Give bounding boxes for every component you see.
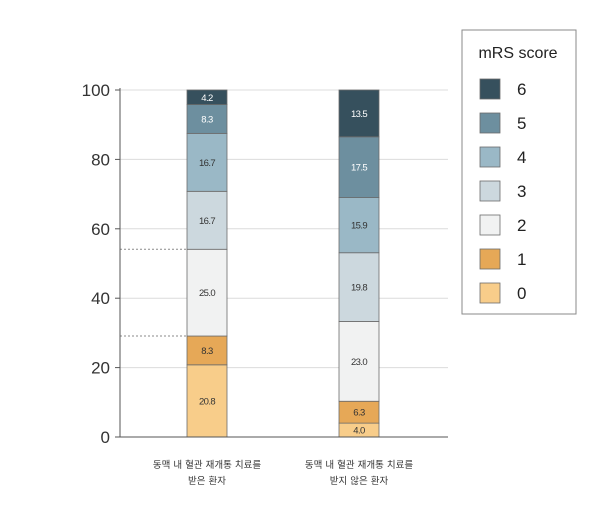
y-tick-label: 80 bbox=[91, 150, 110, 169]
legend-swatch bbox=[479, 180, 501, 202]
data-label: 19.8 bbox=[351, 283, 367, 294]
bar-segment bbox=[186, 190, 228, 250]
data-label: 16.7 bbox=[199, 158, 215, 169]
data-label: 16.7 bbox=[199, 216, 215, 227]
legend-swatch bbox=[479, 248, 501, 270]
category-label: 받은 환자 bbox=[188, 475, 226, 487]
bar-segment bbox=[186, 104, 228, 134]
y-tick-label: 20 bbox=[91, 359, 110, 378]
bar-segment bbox=[186, 364, 228, 438]
bar-segment bbox=[338, 197, 380, 254]
legend-swatch bbox=[479, 78, 501, 100]
legend: mRS score 6 5 4 3 2 1 0 bbox=[461, 29, 577, 315]
data-label: 15.9 bbox=[351, 221, 367, 232]
data-label: 4.2 bbox=[201, 93, 213, 104]
data-label: 17.5 bbox=[351, 163, 367, 174]
legend-title: mRS score bbox=[478, 45, 557, 62]
axes bbox=[119, 88, 448, 438]
legend-swatch bbox=[479, 214, 501, 236]
category-label: 받지 않은 환자 bbox=[330, 475, 389, 487]
data-label: 8.3 bbox=[201, 346, 213, 357]
legend-swatch bbox=[479, 112, 501, 134]
legend-swatch bbox=[479, 282, 501, 304]
bar-segment bbox=[186, 132, 228, 192]
bars: 20.8 8.3 25.0 16.7 16.7 8.3 4.2 4.0 6.3 23.0 19.8 1… bbox=[186, 89, 380, 438]
category-label: 동맥 내 혈관 재개통 치료를 bbox=[153, 459, 261, 471]
data-label: 20.8 bbox=[199, 396, 215, 407]
legend-box bbox=[461, 29, 577, 315]
y-tick-label: 60 bbox=[91, 220, 110, 239]
y-tick-label: 100 bbox=[82, 81, 110, 100]
legend-label: 0 bbox=[517, 284, 526, 303]
legend-label: 5 bbox=[517, 114, 526, 133]
legend-swatch bbox=[479, 146, 501, 168]
gridlines bbox=[120, 89, 448, 369]
data-label: 8.3 bbox=[201, 114, 213, 125]
bar-segment bbox=[338, 321, 380, 402]
bar-segment bbox=[338, 89, 380, 138]
data-label: 25.0 bbox=[199, 288, 215, 299]
legend-label: 6 bbox=[517, 80, 526, 99]
y-tick-label: 0 bbox=[101, 428, 110, 447]
legend-label: 1 bbox=[517, 250, 526, 269]
bar-segment bbox=[338, 136, 380, 198]
bar-segment bbox=[186, 248, 228, 337]
bar-segment bbox=[338, 252, 380, 322]
legend-label: 2 bbox=[517, 216, 526, 235]
y-tick-label: 40 bbox=[91, 289, 110, 308]
legend-label: 3 bbox=[517, 182, 526, 201]
y-axis-ticks: 0 20 40 60 80 100 bbox=[82, 81, 120, 447]
legend-label: 4 bbox=[517, 148, 526, 167]
data-label: 13.5 bbox=[351, 109, 367, 120]
bar-segment bbox=[186, 89, 228, 105]
data-label: 6.3 bbox=[353, 408, 365, 419]
category-label: 동맥 내 혈관 재개통 치료를 bbox=[305, 459, 413, 471]
data-label: 23.0 bbox=[351, 357, 367, 368]
reference-lines bbox=[120, 248, 187, 337]
data-label: 4.0 bbox=[353, 426, 365, 437]
